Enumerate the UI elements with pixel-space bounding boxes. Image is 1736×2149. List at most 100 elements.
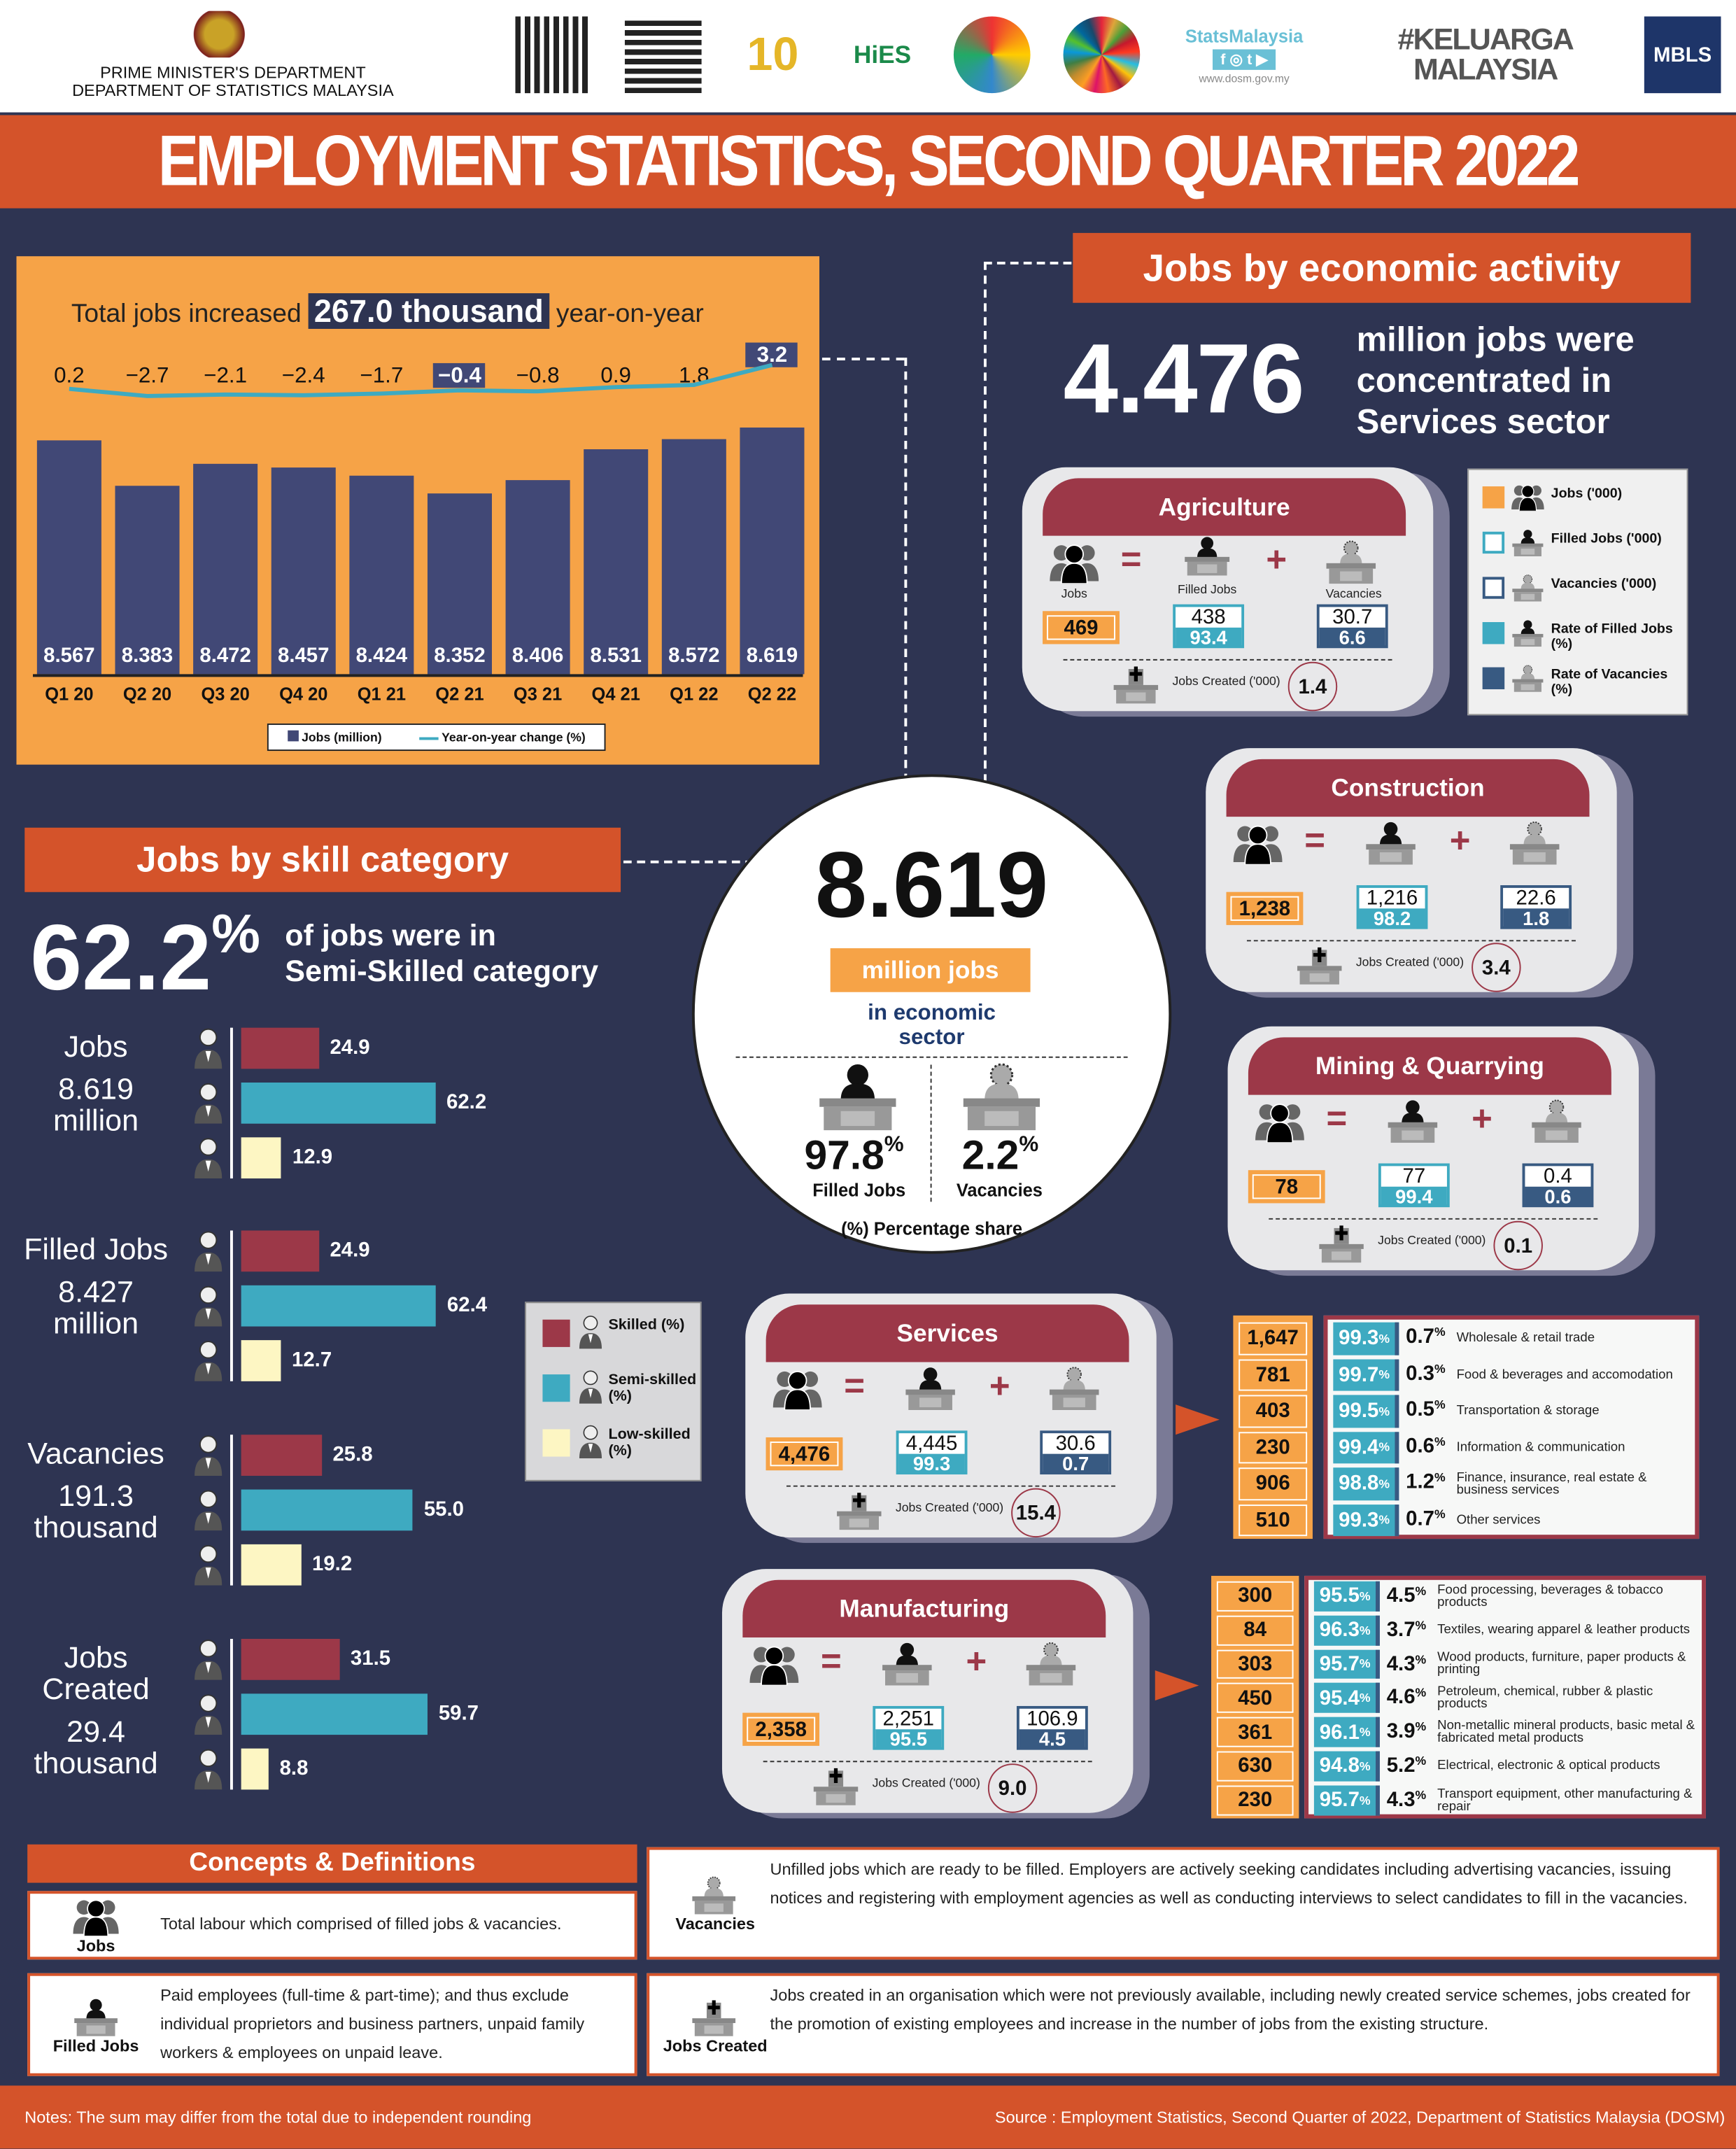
definition-filled-jobs: Filled Jobs Paid employees (full-time & … <box>27 1973 637 2076</box>
department-name: PRIME MINISTER'S DEPARTMENT DEPARTMENT OF… <box>27 64 438 100</box>
sub-filled-rate: 95.5% <box>1313 1581 1380 1612</box>
connector <box>821 358 905 361</box>
desk-icon <box>69 1997 123 2036</box>
skill-bar <box>241 1435 322 1476</box>
services-jobs-text: million jobs were concentrated in Servic… <box>1356 320 1635 442</box>
skill-big: 62.2% <box>30 904 260 1011</box>
sector-card-manufacturing: Manufacturing = + 2,358 2,251 95.5 106.9 4… <box>721 1569 1150 1819</box>
sector-title: Manufacturing <box>742 1579 1106 1638</box>
worker-icon <box>193 1230 223 1271</box>
sub-filled-rate: 96.3% <box>1313 1615 1380 1646</box>
legend-label: Jobs ('000) <box>1551 486 1623 502</box>
vac-rate: 0.7 <box>1043 1453 1109 1474</box>
x-tick-label: Q1 22 <box>670 685 718 705</box>
jobs-created-icon <box>835 1490 884 1531</box>
filled-rate: 93.4 <box>1176 627 1242 647</box>
skill-bar <box>241 1285 437 1327</box>
people-icon <box>69 1898 123 1936</box>
jobs-created-label: Jobs Created ('000) <box>1355 954 1465 969</box>
statsmalaysia-social-logo[interactable]: StatsMalaysia f ◎ t ▶ www.dosm.gov.my <box>1173 16 1315 93</box>
filled-rate-value: 94.8 <box>1319 1754 1360 1778</box>
skill-group-labels: Jobs Created 29.4 thousand <box>14 1642 178 1779</box>
skill-group-total: 191.3 thousand <box>34 1478 158 1544</box>
sub-filled-rate: 99.5% <box>1333 1395 1399 1428</box>
keluarga-malaysia-logo: #KELUARGA MALAYSIA <box>1397 22 1574 87</box>
worker-icon <box>193 1285 223 1327</box>
pct-sign: % <box>1359 1623 1371 1637</box>
skill-bar <box>241 1693 428 1735</box>
jobs-bar <box>505 480 570 675</box>
filled-jobs-icon <box>880 1642 934 1686</box>
filled-value: 2,251 <box>875 1708 942 1730</box>
legend-label: Vacancies ('000) <box>1551 577 1657 592</box>
sub-industry-name: Petroleum, chemical, rubber & plastic pr… <box>1437 1684 1653 1712</box>
pct-sign: % <box>1415 1618 1427 1632</box>
definition-text: Jobs created in an organisation which we… <box>770 1985 1691 2034</box>
sub-industry-name: Information & communication <box>1456 1439 1625 1456</box>
pct-sign: % <box>1378 1477 1390 1491</box>
vacancies-icon <box>1324 540 1378 584</box>
vac-value: 106.9 <box>1019 1708 1085 1730</box>
sector-card-construction: Construction = + 1,238 1,216 98.2 22.6 1.8… <box>1206 748 1634 998</box>
legend-swatch <box>1482 667 1505 689</box>
plus-icon: + <box>966 1640 987 1682</box>
chart-title-suffix: year-on-year <box>556 300 704 329</box>
legend-swatch <box>1482 622 1505 644</box>
filled-rate-value: 95.4 <box>1319 1686 1360 1710</box>
qr-code-logo[interactable] <box>515 16 592 94</box>
sub-filled-rate: 95.4% <box>1313 1683 1380 1714</box>
jobs-created-icon <box>811 1765 860 1806</box>
arrow-icon <box>1176 1404 1220 1435</box>
title-band: EMPLOYMENT STATISTICS, SECOND QUARTER 20… <box>0 115 1736 209</box>
sub-filled-rate: 99.4% <box>1333 1431 1399 1464</box>
vac-rate-value: 1.2 <box>1406 1470 1434 1494</box>
vacancies-icon <box>1529 1099 1583 1143</box>
deskv-icon <box>686 1876 741 1915</box>
filled-rate-value: 95.5 <box>1319 1584 1360 1608</box>
skill-bar-label: 62.2 <box>446 1090 487 1115</box>
jobs-value: 1,238 <box>1226 892 1304 925</box>
concepts-heading: Concepts & Definitions <box>27 1844 637 1883</box>
filled-value: 4,445 <box>898 1433 965 1454</box>
skill-group-title: Jobs Created <box>42 1640 150 1706</box>
filled-box: 4,445 99.3 <box>896 1430 968 1475</box>
filled-pct-value: 97.8 <box>804 1133 884 1179</box>
pct-sign: % <box>1378 1404 1390 1418</box>
hies-ba-logo: HiES <box>853 40 912 68</box>
stats-url[interactable]: www.dosm.gov.my <box>1199 71 1290 85</box>
header: PRIME MINISTER'S DEPARTMENT DEPARTMENT OF… <box>0 0 1736 113</box>
sub-jobs-value: 230 <box>1216 1785 1294 1815</box>
skill-bar-label: 62.4 <box>446 1293 488 1317</box>
sub-industry-name: Food processing, beverages & tobacco pro… <box>1437 1582 1663 1610</box>
jobs-created-value: 1.4 <box>1287 661 1338 712</box>
bar-value-label: 8.383 <box>122 644 173 667</box>
plus-icon: + <box>989 1365 1010 1407</box>
skill-group-title: Jobs <box>64 1029 128 1064</box>
qr-code-facebook-logo[interactable] <box>624 16 702 94</box>
definition-term: Vacancies <box>675 1914 756 1934</box>
sector-card-agriculture: Agriculture = + Jobs Filled Jobs Vacanci… <box>1022 467 1450 717</box>
sub-jobs-value: 450 <box>1216 1683 1294 1714</box>
x-tick-label: Q2 20 <box>123 685 171 705</box>
sub-vac-rate: 4.6% <box>1387 1686 1427 1709</box>
pct-sign: % <box>884 1133 904 1157</box>
jobs-created-label: Jobs Created ('000) <box>1378 1233 1486 1247</box>
legend-swatch <box>542 1374 570 1402</box>
vac-rate-value: 0.5 <box>1406 1397 1434 1421</box>
filled-jobs-icon <box>1180 536 1234 576</box>
skill-bar-label: 8.8 <box>279 1756 309 1780</box>
social-icons[interactable]: f ◎ t ▶ <box>1212 48 1276 69</box>
footer-source: Source : Employment Statistics, Second Q… <box>994 2107 1726 2127</box>
filled-box: 77 99.4 <box>1378 1163 1450 1208</box>
filled-rate: 95.5 <box>875 1729 942 1749</box>
vac-pct-value: 2.2 <box>961 1133 1019 1179</box>
sub-vac-rate: 0.7% <box>1406 1325 1446 1348</box>
jobs-label: Jobs <box>1061 586 1087 600</box>
filled-value: 1,216 <box>1359 887 1425 909</box>
vac-box: 0.4 0.6 <box>1522 1163 1594 1208</box>
sub-filled-rate: 96.1% <box>1313 1717 1380 1747</box>
vac-value: 30.6 <box>1043 1433 1109 1454</box>
bar-value-label: 8.457 <box>278 644 329 667</box>
jobs-people-icon <box>747 1644 801 1686</box>
